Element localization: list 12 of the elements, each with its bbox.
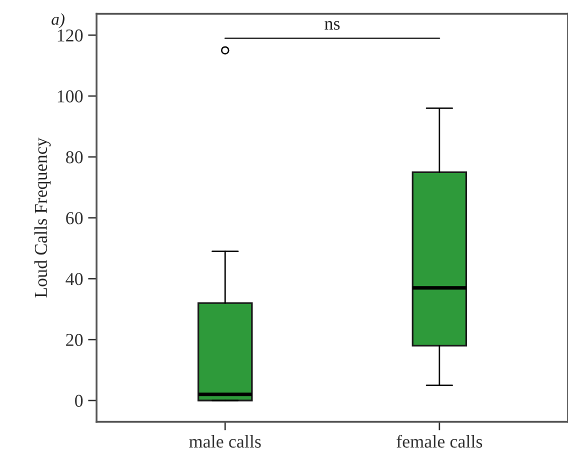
y-tick-label: 20 — [66, 334, 83, 346]
text: a) — [52, 13, 64, 28]
x-tick-label: female calls — [396, 434, 482, 448]
y-tick-label: 120 — [58, 29, 83, 42]
y-tick-label: 80 — [66, 151, 83, 164]
annotation: ns — [324, 21, 340, 30]
y-tick-label: 60 — [66, 212, 83, 224]
y-tick-label: 40 — [66, 272, 83, 286]
y-tick-label: 100 — [58, 90, 83, 102]
x-tick-label: male calls — [189, 435, 261, 448]
y-tick-label: 0 — [75, 394, 83, 407]
y-axis-title: Loud Calls Frequency — [34, 138, 51, 298]
